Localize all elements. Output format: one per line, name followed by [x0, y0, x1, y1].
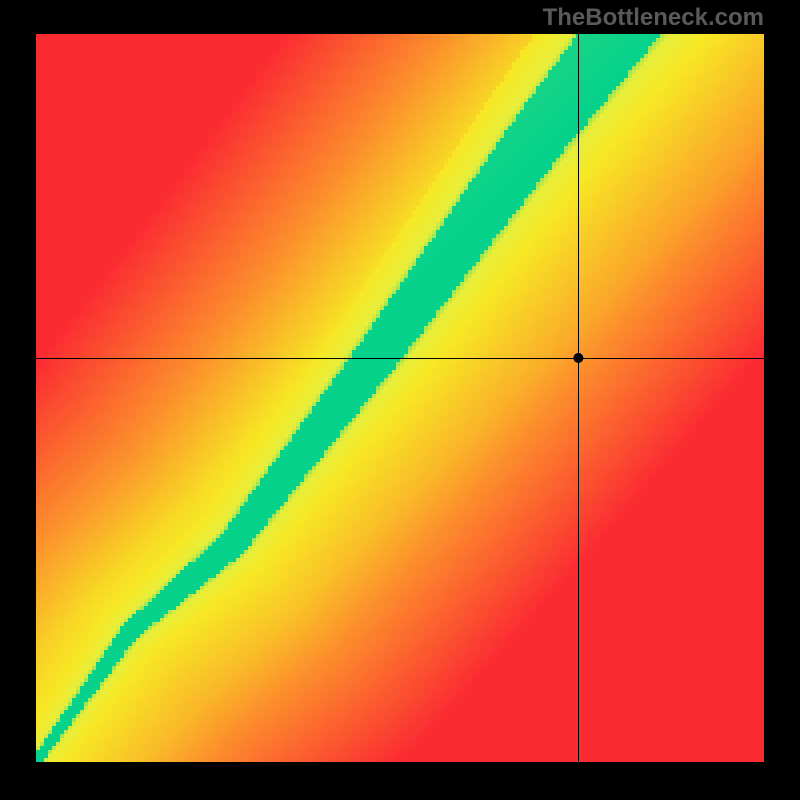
- watermark-text: TheBottleneck.com: [543, 4, 764, 32]
